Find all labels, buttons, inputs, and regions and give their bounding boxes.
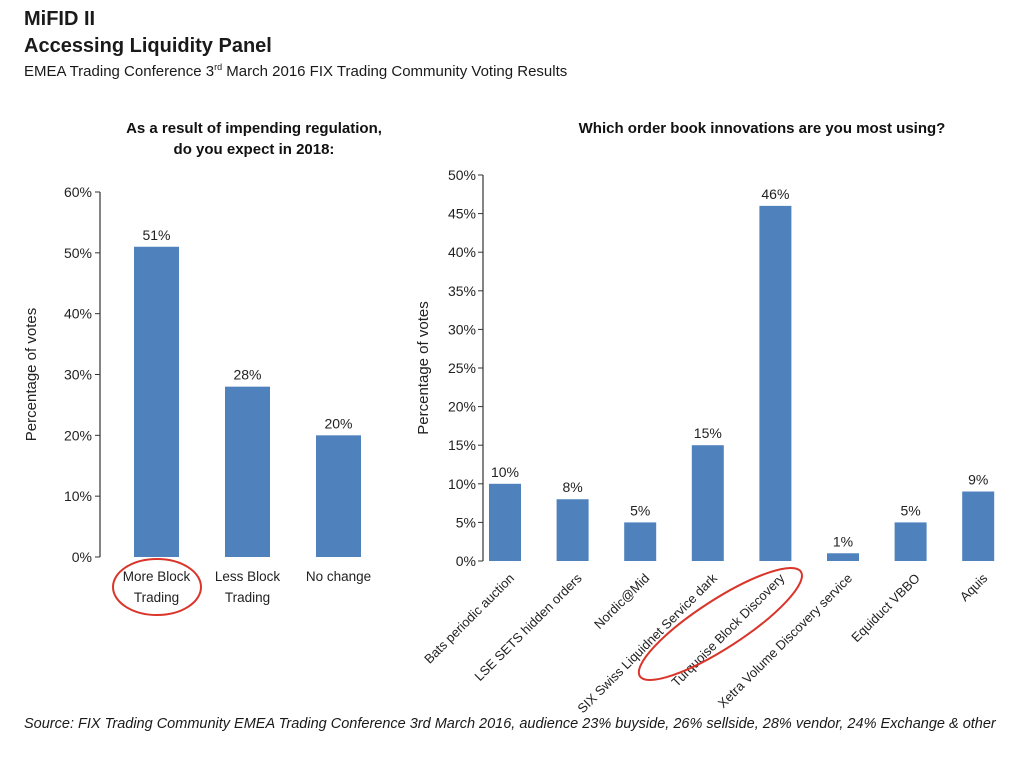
chart2-y-tick-label: 30% — [448, 321, 476, 337]
chart1-y-tick-label: 30% — [64, 367, 92, 383]
chart1-highlight-ellipse — [112, 558, 202, 616]
chart1-y-tick-label: 10% — [64, 488, 92, 504]
chart2-y-tick-label: 10% — [448, 476, 476, 492]
chart1-data-label: 20% — [324, 415, 352, 431]
chart2-bar — [624, 522, 657, 561]
chart1-y-tick-label: 40% — [64, 306, 92, 322]
chart2-title: Which order book innovations are you mos… — [579, 120, 946, 137]
chart2-y-tick-label: 25% — [448, 360, 476, 376]
chart2-data-label: 10% — [491, 464, 519, 480]
chart1-bar — [225, 386, 270, 557]
chart2-data-label: 5% — [900, 502, 920, 518]
chart2-category-label: SIX Swiss Liquidnet Service dark — [574, 570, 720, 716]
chart2-bar — [827, 553, 859, 561]
chart2-y-tick-label: 50% — [448, 167, 476, 183]
subtitle: EMEA Trading Conference 3rd March 2016 F… — [24, 62, 567, 80]
chart1-bar — [316, 435, 361, 557]
chart1-y-axis-label: Percentage of votes — [23, 308, 40, 441]
chart1-data-label: 28% — [233, 367, 261, 383]
chart2-y-tick-label: 5% — [456, 514, 476, 530]
chart1-y-tick-label: 50% — [64, 245, 92, 261]
chart2-y-axis-label: Percentage of votes — [415, 301, 432, 434]
chart2-bar — [962, 491, 995, 561]
chart2-data-label: 9% — [968, 472, 988, 488]
chart1-bar — [134, 246, 179, 557]
chart2-category-label: Aquis — [957, 570, 991, 604]
chart2-category-label: Xetra Volume Discovery service — [715, 571, 855, 711]
chart2-category-label: Nordic@Mid — [591, 571, 652, 632]
chart2-bar — [691, 445, 724, 561]
chart2-y-tick-label: 15% — [448, 437, 476, 453]
chart2-y-tick-label: 45% — [448, 206, 476, 222]
chart2-highlight-ellipse — [637, 566, 803, 682]
chart2-y-tick-label: 20% — [448, 399, 476, 415]
chart2-category-label: Turquoise Block Discovery — [668, 570, 787, 689]
chart1-title: do you expect in 2018: — [174, 141, 335, 158]
chart2-data-label: 1% — [833, 533, 853, 549]
chart2-bar — [556, 499, 589, 561]
source-note: Source: FIX Trading Community EMEA Tradi… — [24, 716, 996, 732]
title-line-2: Accessing Liquidity Panel — [24, 35, 272, 57]
chart1-y-tick-label: 20% — [64, 427, 92, 443]
chart2-y-tick-label: 35% — [448, 283, 476, 299]
chart1-title: As a result of impending regulation, — [126, 120, 382, 137]
chart2-bar — [894, 522, 927, 561]
chart1-category-label: Trading — [225, 590, 270, 605]
subtitle-sup: rd — [214, 62, 223, 72]
chart1-category-label: Trading — [134, 590, 179, 605]
chart2-bar — [489, 483, 521, 561]
chart2-bar — [759, 205, 792, 561]
chart1-y-tick-label: 60% — [64, 184, 92, 200]
chart2-y-tick-label: 40% — [448, 244, 476, 260]
chart2-data-label: 5% — [630, 502, 650, 518]
subtitle-post: March 2016 FIX Trading Community Voting … — [222, 63, 568, 80]
chart1-data-label: 51% — [142, 227, 170, 243]
chart1-category-label: Less Block — [215, 569, 281, 584]
chart2-data-label: 46% — [761, 186, 789, 202]
chart1-y-tick-label: 0% — [72, 549, 92, 565]
chart2-data-label: 15% — [694, 425, 722, 441]
chart2-y-tick-label: 0% — [456, 553, 476, 569]
subtitle-pre: EMEA Trading Conference 3 — [24, 63, 215, 80]
chart2-data-label: 8% — [562, 479, 582, 495]
chart1-category-label: More Block — [123, 569, 191, 584]
chart2-category-label: Equiduct VBBO — [848, 571, 922, 645]
title-line-1: MiFID II — [24, 8, 96, 30]
chart1-category-label: No change — [306, 569, 371, 584]
